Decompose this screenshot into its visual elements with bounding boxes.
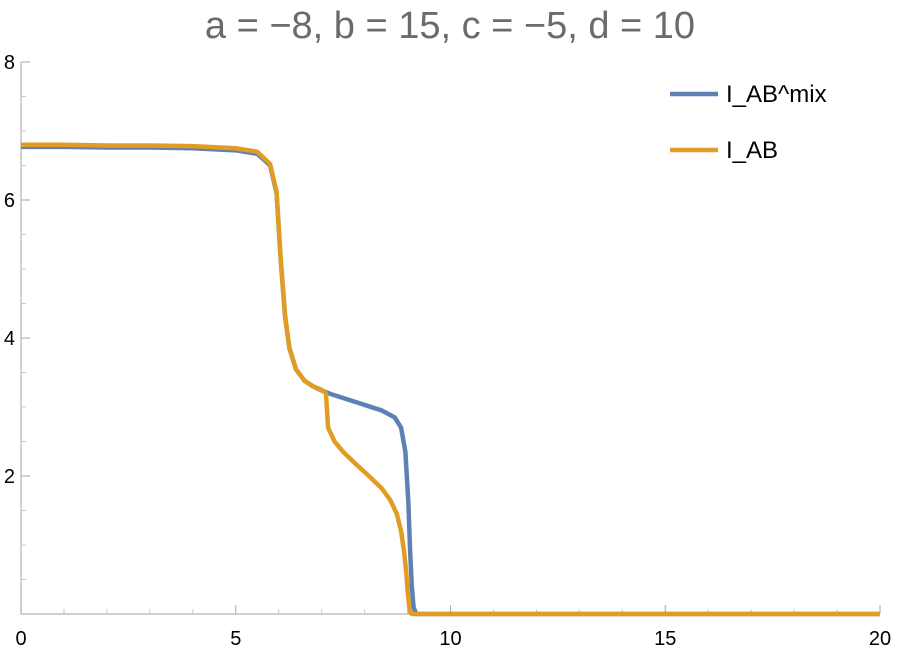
x-tick-label: 15 (654, 628, 676, 650)
x-tick-label: 10 (439, 628, 461, 650)
x-ticks: 0 5 10 15 20 (15, 605, 891, 650)
y-tick-label: 4 (4, 328, 15, 350)
series-line-2 (21, 142, 880, 617)
y-tick-label: 6 (4, 190, 15, 212)
series-line-1 (21, 144, 880, 617)
legend-label-2: I_AB (726, 137, 778, 164)
y-tick-label: 8 (4, 52, 15, 74)
y-ticks: 2 4 6 8 (4, 52, 30, 580)
axes: 0 5 10 15 20 2 4 6 8 (4, 52, 891, 650)
x-tick-label: 0 (15, 628, 26, 650)
x-tick-label: 5 (230, 628, 241, 650)
chart-title: a = −8, b = 15, c = −5, d = 10 (205, 5, 695, 47)
legend: I_AB^mix I_AB (670, 81, 827, 164)
plot-area (21, 142, 880, 617)
x-tick-label: 20 (869, 628, 891, 650)
y-tick-label: 2 (4, 466, 15, 488)
legend-label-1: I_AB^mix (726, 81, 827, 108)
